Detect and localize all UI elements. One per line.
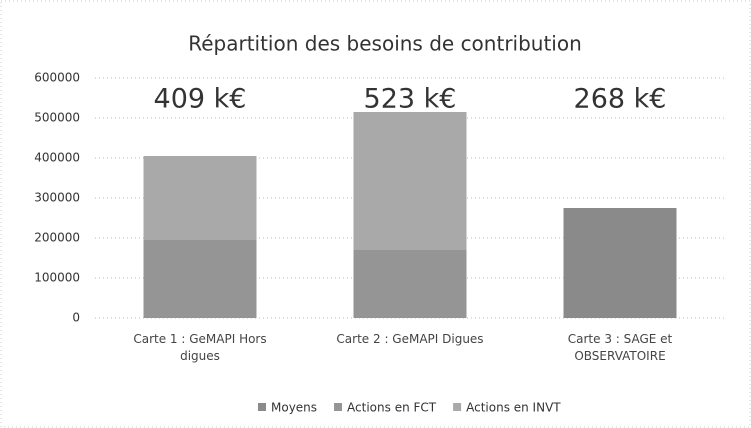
y-tick-label: 300000 <box>34 191 80 205</box>
y-tick-label: 600000 <box>34 71 80 85</box>
annotation: 268 k€ <box>574 84 667 115</box>
y-tick-label: 500000 <box>34 111 80 125</box>
y-tick-label: 0 <box>72 311 80 325</box>
bar-segment <box>563 208 677 318</box>
legend-swatch <box>453 403 462 411</box>
annotation: 523 k€ <box>364 84 457 115</box>
y-tick-label: 100000 <box>34 271 80 285</box>
legend-swatch <box>334 403 343 411</box>
legend-swatch <box>258 403 266 411</box>
legend-label: Actions en INVT <box>466 401 561 415</box>
bar-segment <box>353 250 467 318</box>
y-tick-label: 200000 <box>34 231 80 245</box>
x-tick-label: Carte 1 : GeMAPI Hors digues <box>133 332 267 363</box>
bar-segment <box>353 112 467 250</box>
legend-label: Actions en FCT <box>347 401 437 415</box>
x-tick-label: Carte 3 : SAGE et OBSERVATOIRE <box>567 332 673 363</box>
annotation: 409 k€ <box>154 84 247 115</box>
bar-segment <box>143 240 257 318</box>
legend-label: Moyens <box>271 401 317 415</box>
chart-title: Répartition des besoins de contribution <box>188 32 582 56</box>
bar-segment <box>143 156 257 240</box>
y-tick-label: 400000 <box>34 151 80 165</box>
x-tick-label: Carte 2 : GeMAPI Digues <box>336 332 484 346</box>
